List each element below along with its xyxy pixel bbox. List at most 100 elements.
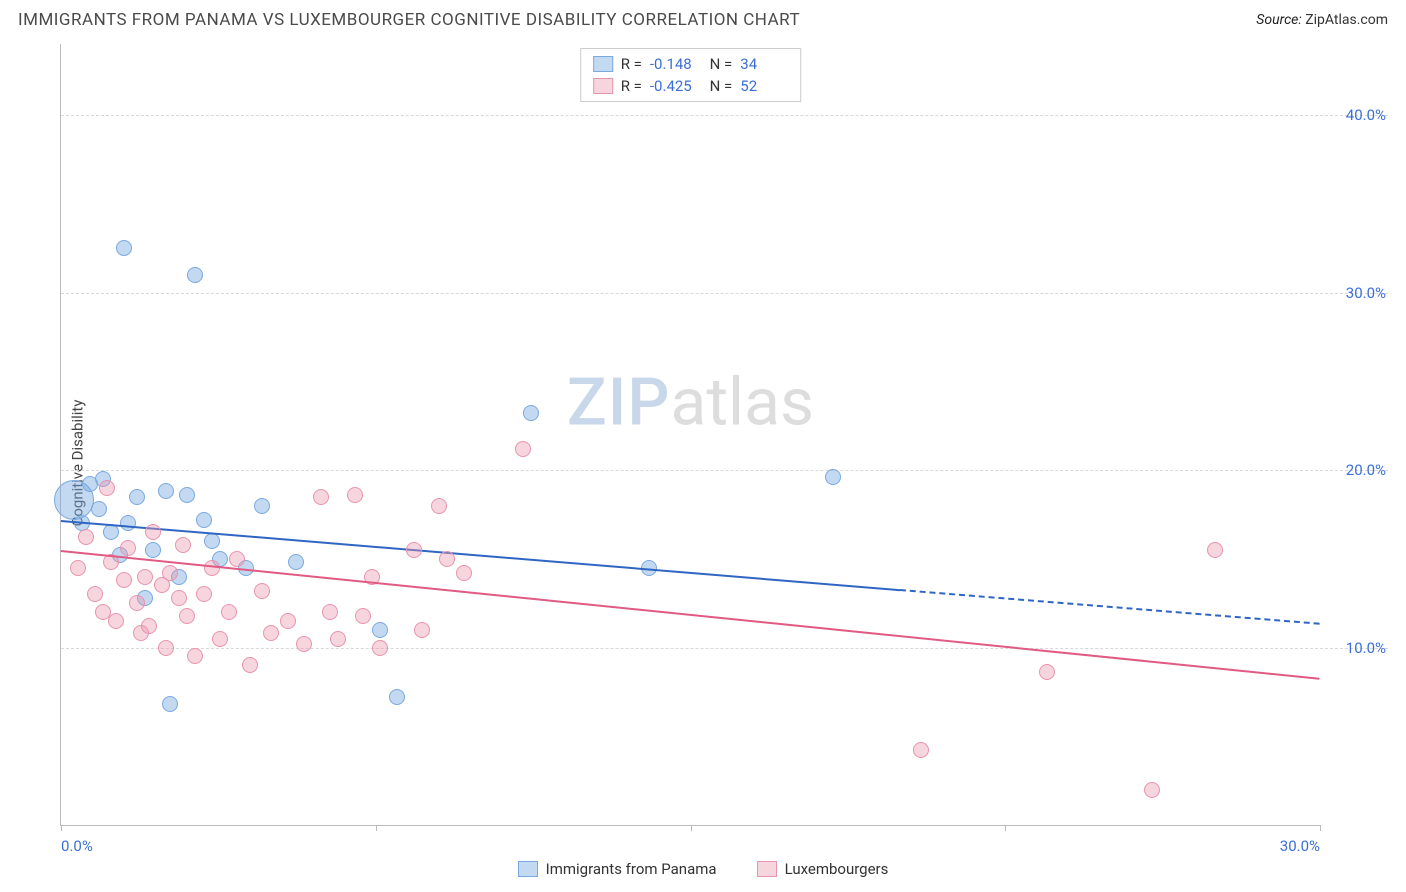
- gridline: [61, 115, 1388, 116]
- scatter-point: [372, 640, 388, 656]
- scatter-point: [389, 689, 405, 705]
- scatter-point: [141, 618, 157, 634]
- series-legend: Immigrants from Panama Luxembourgers: [18, 860, 1388, 878]
- scatter-point: [825, 469, 841, 485]
- scatter-point: [414, 622, 430, 638]
- chart-area: Cognitive Disability ZIPatlas R =-0.148 …: [18, 44, 1388, 882]
- scatter-point: [78, 529, 94, 545]
- gridline: [61, 293, 1388, 294]
- trend-line-dashed: [900, 589, 1320, 625]
- scatter-point: [87, 586, 103, 602]
- stat-r-value: -0.425: [650, 77, 698, 95]
- scatter-point: [280, 613, 296, 629]
- scatter-point: [196, 512, 212, 528]
- scatter-point: [129, 489, 145, 505]
- scatter-point: [91, 501, 107, 517]
- stat-r-label: R =: [621, 55, 642, 73]
- scatter-point: [162, 696, 178, 712]
- watermark: ZIPatlas: [567, 365, 814, 442]
- x-tick: [376, 825, 377, 831]
- scatter-point: [171, 590, 187, 606]
- scatter-point: [406, 542, 422, 558]
- gridline: [61, 648, 1388, 649]
- scatter-point: [145, 542, 161, 558]
- scatter-point: [229, 551, 245, 567]
- scatter-point: [120, 515, 136, 531]
- stat-r-label: R =: [621, 77, 642, 95]
- source-label: Source:: [1256, 12, 1301, 28]
- scatter-point: [221, 604, 237, 620]
- scatter-point: [162, 565, 178, 581]
- scatter-point: [108, 613, 124, 629]
- scatter-point: [137, 569, 153, 585]
- stats-row: R = -0.425 N = 52: [593, 75, 789, 97]
- chart-title: IMMIGRANTS FROM PANAMA VS LUXEMBOURGER C…: [18, 10, 800, 30]
- scatter-point: [322, 604, 338, 620]
- x-tick: [1320, 825, 1321, 831]
- scatter-point: [372, 622, 388, 638]
- scatter-point: [116, 572, 132, 588]
- scatter-point: [204, 533, 220, 549]
- scatter-point: [1207, 542, 1223, 558]
- scatter-point: [145, 524, 161, 540]
- stat-n-value: 34: [740, 55, 788, 73]
- chart-header: IMMIGRANTS FROM PANAMA VS LUXEMBOURGER C…: [0, 0, 1406, 34]
- scatter-point: [196, 586, 212, 602]
- legend-label: Immigrants from Panama: [546, 860, 717, 878]
- watermark-atlas: atlas: [671, 365, 815, 442]
- scatter-point: [288, 554, 304, 570]
- scatter-point: [523, 405, 539, 421]
- x-tick: [691, 825, 692, 831]
- x-tick-label: 30.0%: [1280, 837, 1320, 855]
- x-tick: [1005, 825, 1006, 831]
- series-swatch: [593, 78, 613, 94]
- legend-swatch: [757, 861, 777, 877]
- stats-row: R = -0.148 N = 34: [593, 53, 789, 75]
- scatter-point: [431, 498, 447, 514]
- stat-n-label: N =: [706, 77, 732, 95]
- plot-region: ZIPatlas R =-0.148 N =34R =-0.425 N =52 …: [60, 44, 1320, 826]
- scatter-point: [116, 240, 132, 256]
- scatter-point: [355, 608, 371, 624]
- scatter-point: [313, 489, 329, 505]
- scatter-point: [179, 608, 195, 624]
- legend-swatch: [518, 861, 538, 877]
- stat-n-label: N =: [706, 55, 732, 73]
- stat-n-value: 52: [740, 77, 788, 95]
- scatter-point: [913, 742, 929, 758]
- scatter-point: [120, 540, 136, 556]
- scatter-point: [158, 640, 174, 656]
- scatter-point: [1144, 782, 1160, 798]
- scatter-point: [99, 480, 115, 496]
- y-tick-label: 40.0%: [1346, 106, 1386, 124]
- scatter-point: [296, 636, 312, 652]
- scatter-point: [187, 267, 203, 283]
- series-swatch: [593, 56, 613, 72]
- y-tick-label: 10.0%: [1346, 639, 1386, 657]
- scatter-point: [330, 631, 346, 647]
- scatter-point: [254, 583, 270, 599]
- scatter-point: [175, 537, 191, 553]
- scatter-point: [515, 441, 531, 457]
- scatter-point: [129, 595, 145, 611]
- chart-source: Source: ZipAtlas.com: [1256, 12, 1388, 28]
- source-value: ZipAtlas.com: [1305, 12, 1388, 28]
- x-tick: [61, 825, 62, 831]
- legend-item: Luxembourgers: [757, 860, 889, 878]
- trend-line: [61, 520, 900, 591]
- scatter-point: [158, 483, 174, 499]
- y-tick-label: 30.0%: [1346, 284, 1386, 302]
- scatter-point: [212, 631, 228, 647]
- scatter-point: [254, 498, 270, 514]
- scatter-point: [347, 487, 363, 503]
- legend-label: Luxembourgers: [785, 860, 889, 878]
- scatter-point: [242, 657, 258, 673]
- watermark-zip: ZIP: [567, 365, 671, 442]
- scatter-point: [70, 560, 86, 576]
- gridline: [61, 470, 1388, 471]
- scatter-point: [179, 487, 195, 503]
- stat-r-value: -0.148: [650, 55, 698, 73]
- correlation-stats-box: R = -0.148 N = 34 R = -0.425 N = 52: [580, 48, 802, 102]
- scatter-point: [263, 625, 279, 641]
- scatter-point: [439, 551, 455, 567]
